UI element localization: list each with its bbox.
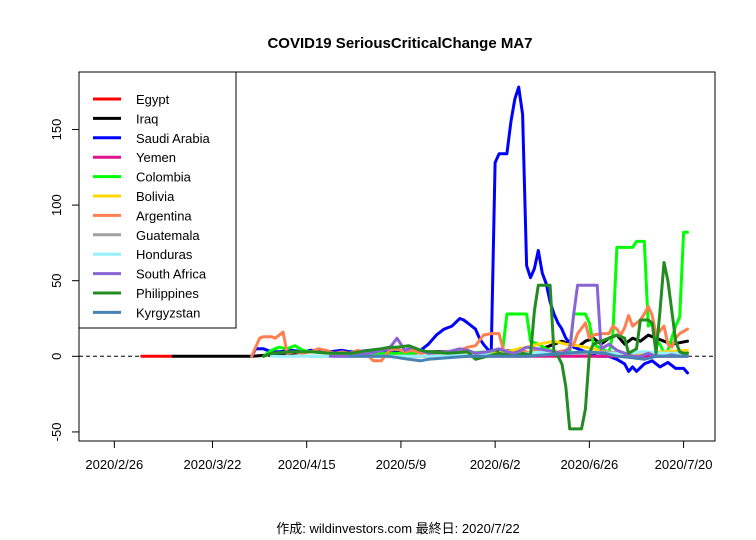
legend-label-kyrgyzstan: Kyrgyzstan: [136, 305, 200, 320]
legend-label-south-africa: South Africa: [136, 267, 207, 282]
chart-title: COVID19 SeriousCriticalChange MA7: [267, 35, 532, 52]
legend-label-egypt: Egypt: [136, 92, 170, 107]
legend-label-yemen: Yemen: [136, 150, 176, 165]
x-tick-label: 2020/4/15: [278, 457, 336, 472]
chart-caption: 作成: wildinvestors.com 最終日: 2020/7/22: [276, 521, 519, 536]
y-tick-label: 150: [49, 119, 64, 141]
legend-label-philippines: Philippines: [136, 286, 199, 301]
plot-area: 2020/2/26 2020/3/22 2020/4/15 2020/5/9 2020/…: [49, 71, 716, 472]
x-tick-label: 2020/3/22: [184, 457, 242, 472]
x-tick-label: 2020/2/26: [85, 457, 143, 472]
legend-box: [78, 71, 237, 329]
y-tick-label: 50: [49, 273, 64, 287]
legend-label-bolivia: Bolivia: [136, 189, 175, 204]
x-tick-label: 2020/7/20: [655, 457, 713, 472]
legend-label-guatemala: Guatemala: [136, 228, 200, 243]
legend-label-iraq: Iraq: [136, 111, 158, 126]
x-tick-label: 2020/6/2: [470, 457, 521, 472]
y-tick-label: -50: [49, 423, 64, 442]
legend-label-colombia: Colombia: [136, 170, 192, 185]
legend-label-argentina: Argentina: [136, 208, 192, 223]
x-tick-label: 2020/5/9: [376, 457, 427, 472]
y-tick-label: 100: [49, 194, 64, 216]
legend-label-honduras: Honduras: [136, 247, 193, 262]
series-line-south-africa: [328, 283, 689, 358]
legend-label-saudi-arabia: Saudi Arabia: [136, 131, 210, 146]
series-line-kyrgyzstan: [348, 350, 689, 363]
y-tick-label: 0: [49, 353, 64, 360]
x-tick-label: 2020/6/26: [560, 457, 618, 472]
